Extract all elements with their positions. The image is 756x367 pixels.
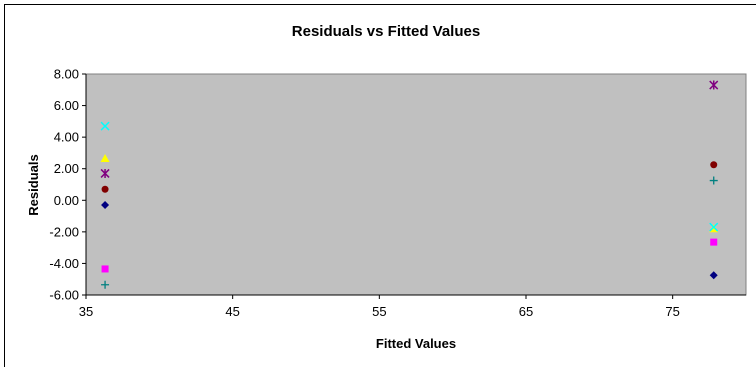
data-point-circle [710, 161, 718, 169]
y-tick-label: 8.00 [54, 67, 79, 82]
plot-area [85, 73, 747, 296]
x-tick-label: 35 [79, 304, 93, 319]
y-tick-label: -6.00 [49, 288, 79, 303]
chart-frame [4, 4, 756, 367]
data-point-plus [101, 280, 110, 289]
data-point-diamond [709, 271, 718, 280]
x-tick-label: 55 [372, 304, 386, 319]
y-tick-label: -4.00 [49, 256, 79, 271]
y-tick-label: 0.00 [54, 193, 79, 208]
data-points [100, 80, 719, 289]
x-axis-title: Fitted Values [376, 336, 456, 351]
y-tick-label: 6.00 [54, 98, 79, 113]
data-point-star [100, 168, 110, 178]
data-point-triangle [100, 153, 110, 162]
x-tick-labels: 35 45 55 65 75 [79, 304, 680, 319]
y-tick-label: 2.00 [54, 161, 79, 176]
data-point-x [100, 121, 110, 131]
y-axis-title: Residuals [26, 154, 41, 215]
y-tick-label: -2.00 [49, 224, 79, 239]
x-tick-label: 45 [225, 304, 239, 319]
x-tick-label: 75 [665, 304, 679, 319]
data-point-square [710, 238, 718, 246]
y-tick-labels: -6.00 -4.00 -2.00 0.00 2.00 4.00 6.00 8.00 [49, 67, 79, 303]
y-tick-label: 4.00 [54, 130, 79, 145]
x-tick-label: 65 [519, 304, 533, 319]
data-point-circle [101, 185, 109, 193]
chart-title: Residuals vs Fitted Values [292, 23, 480, 40]
data-point-x [709, 222, 719, 232]
data-point-star [709, 80, 719, 90]
data-point-square [101, 265, 109, 273]
data-point-plus [709, 176, 718, 185]
data-point-diamond [101, 201, 110, 210]
axes [82, 73, 746, 299]
